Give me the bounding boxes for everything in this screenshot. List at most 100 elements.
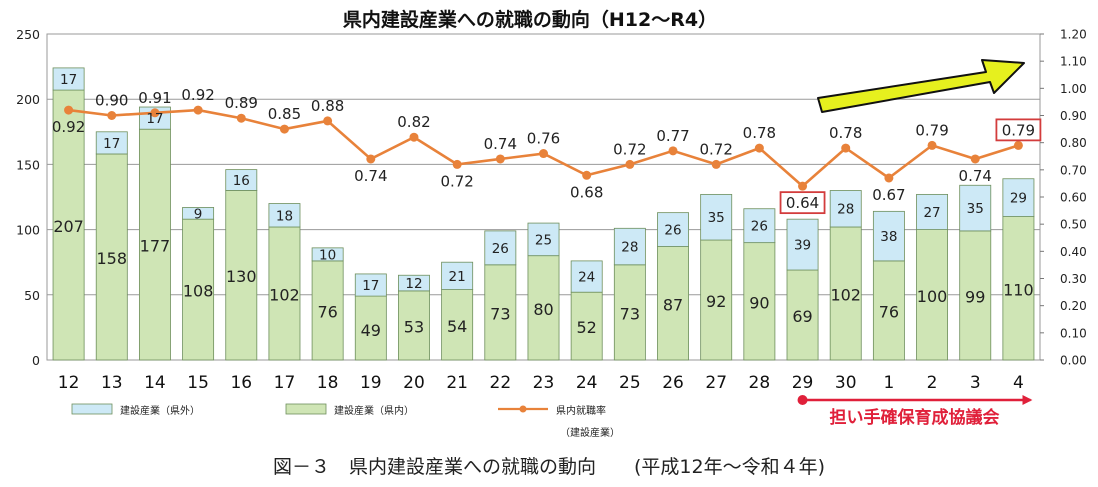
legend-swatch-outside [71, 403, 113, 415]
bar-domestic-label: 54 [447, 317, 467, 336]
left-axis-tick-label: 150 [16, 157, 40, 172]
bar-outside [872, 210, 905, 262]
rate-value-label: 0.72 [699, 140, 732, 158]
rate-value-label: 0.68 [570, 183, 603, 201]
rate-value-label: 0.90 [95, 92, 128, 110]
highlight-box [995, 118, 1042, 142]
right-axis-tick-label: 0.20 [1060, 299, 1087, 313]
x-tick-label: 29 [792, 373, 814, 393]
rate-point [754, 143, 764, 153]
bar-domestic [52, 89, 85, 361]
bar-outside [354, 273, 387, 297]
x-tick-label: 21 [446, 373, 468, 393]
bar-domestic-label: 87 [663, 295, 683, 314]
bar-domestic [1002, 216, 1035, 361]
bar-domestic-label: 49 [361, 321, 381, 340]
x-tick-label: 15 [187, 373, 209, 393]
bar-outside-label: 27 [923, 205, 940, 221]
rate-point [64, 105, 74, 115]
bar-domestic [95, 153, 128, 361]
x-tick-label: 19 [360, 373, 382, 393]
rate-value-label: 0.78 [829, 124, 862, 142]
rate-point [841, 143, 851, 153]
x-tick-label: 18 [317, 373, 339, 393]
bar-domestic-label: 102 [830, 285, 861, 304]
x-tick-label: 14 [144, 373, 166, 393]
right-axis-tick-label: 1.00 [1060, 82, 1087, 96]
bar-domestic-label: 92 [706, 292, 726, 311]
left-axis-tick-label: 200 [16, 92, 40, 107]
bar-outside-label: 10 [319, 247, 336, 263]
bar-outside-label: 12 [405, 276, 422, 292]
legend-label-outside: 建設産業（県外） [120, 404, 200, 417]
figure-caption: 図－３ 県内建設産業への就職の動向 (平成12年〜令和４年) [272, 456, 825, 478]
bar-domestic-label: 108 [183, 282, 214, 301]
right-axis-tick-label: 0.40 [1060, 245, 1087, 259]
bar-outside [700, 193, 733, 241]
bar-domestic-label: 76 [879, 302, 899, 321]
rate-point [711, 159, 721, 169]
bar-domestic [527, 255, 560, 361]
bar-domestic [959, 230, 992, 361]
bar-domestic [311, 260, 344, 361]
bar-domestic-label: 80 [533, 300, 553, 319]
bar-outside [657, 212, 689, 247]
bar-outside-label: 29 [1010, 191, 1027, 207]
bar-outside-label: 17 [60, 72, 77, 88]
bar-domestic-label: 100 [917, 287, 948, 306]
rate-point [539, 149, 548, 159]
x-tick-label: 13 [101, 373, 123, 393]
bar-domestic-label: 90 [749, 293, 769, 312]
left-axis-tick-label: 0 [32, 353, 40, 368]
trend-arrow [817, 59, 1025, 113]
right-axis-tick-label: 0.70 [1060, 163, 1087, 177]
rate-point [279, 124, 289, 134]
bar-outside-label: 26 [751, 219, 768, 235]
bar-outside [527, 222, 560, 257]
rate-value-label: 0.77 [656, 127, 689, 145]
right-axis-tick-label: 1.20 [1060, 28, 1087, 42]
rate-value-label: 0.92 [181, 86, 214, 104]
bar-outside [225, 169, 258, 191]
rate-value-label: 0.79 [1002, 121, 1035, 139]
rate-value-label: 0.64 [786, 194, 819, 212]
bar-outside [786, 218, 819, 271]
rate-value-label: 0.88 [311, 97, 344, 115]
right-axis-tick-label: 0.10 [1060, 326, 1087, 340]
bar-outside [398, 274, 430, 292]
rate-point [495, 154, 505, 164]
bar-outside [52, 67, 85, 91]
rate-value-label: 0.78 [743, 124, 776, 142]
bar-outside-label: 24 [578, 270, 595, 286]
bar-outside-label: 26 [664, 223, 681, 239]
bar-outside [484, 230, 517, 266]
x-tick-label: 26 [662, 373, 684, 393]
bar-domestic [570, 291, 603, 361]
bar-outside-label: 17 [103, 136, 120, 152]
x-tick-label: 12 [58, 373, 80, 393]
highlight-box [779, 191, 826, 215]
right-axis-tick-label: 0.80 [1060, 136, 1087, 150]
rate-line [68, 108, 1019, 188]
bar-domestic-label: 69 [792, 307, 812, 326]
bar-domestic-label: 158 [96, 249, 127, 268]
rate-point [150, 108, 160, 118]
x-tick-label: 30 [835, 373, 857, 393]
bar-outside [743, 208, 776, 244]
rate-point [927, 140, 937, 150]
x-tick-label: 17 [274, 373, 296, 393]
rate-point [193, 105, 203, 115]
bar-domestic-label: 177 [140, 237, 171, 256]
x-tick-label: 23 [533, 373, 555, 393]
bar-outside [182, 207, 215, 220]
rate-value-label: 0.72 [440, 172, 473, 190]
bar-domestic [484, 264, 517, 361]
left-axis-tick-label: 100 [16, 223, 40, 238]
bar-outside-label: 28 [621, 240, 638, 256]
rate-point [582, 170, 592, 180]
bar-outside-label: 18 [276, 208, 293, 224]
rate-point [625, 159, 635, 169]
rate-point [236, 113, 246, 123]
bar-outside-label: 35 [708, 210, 725, 226]
rate-point [409, 132, 419, 142]
